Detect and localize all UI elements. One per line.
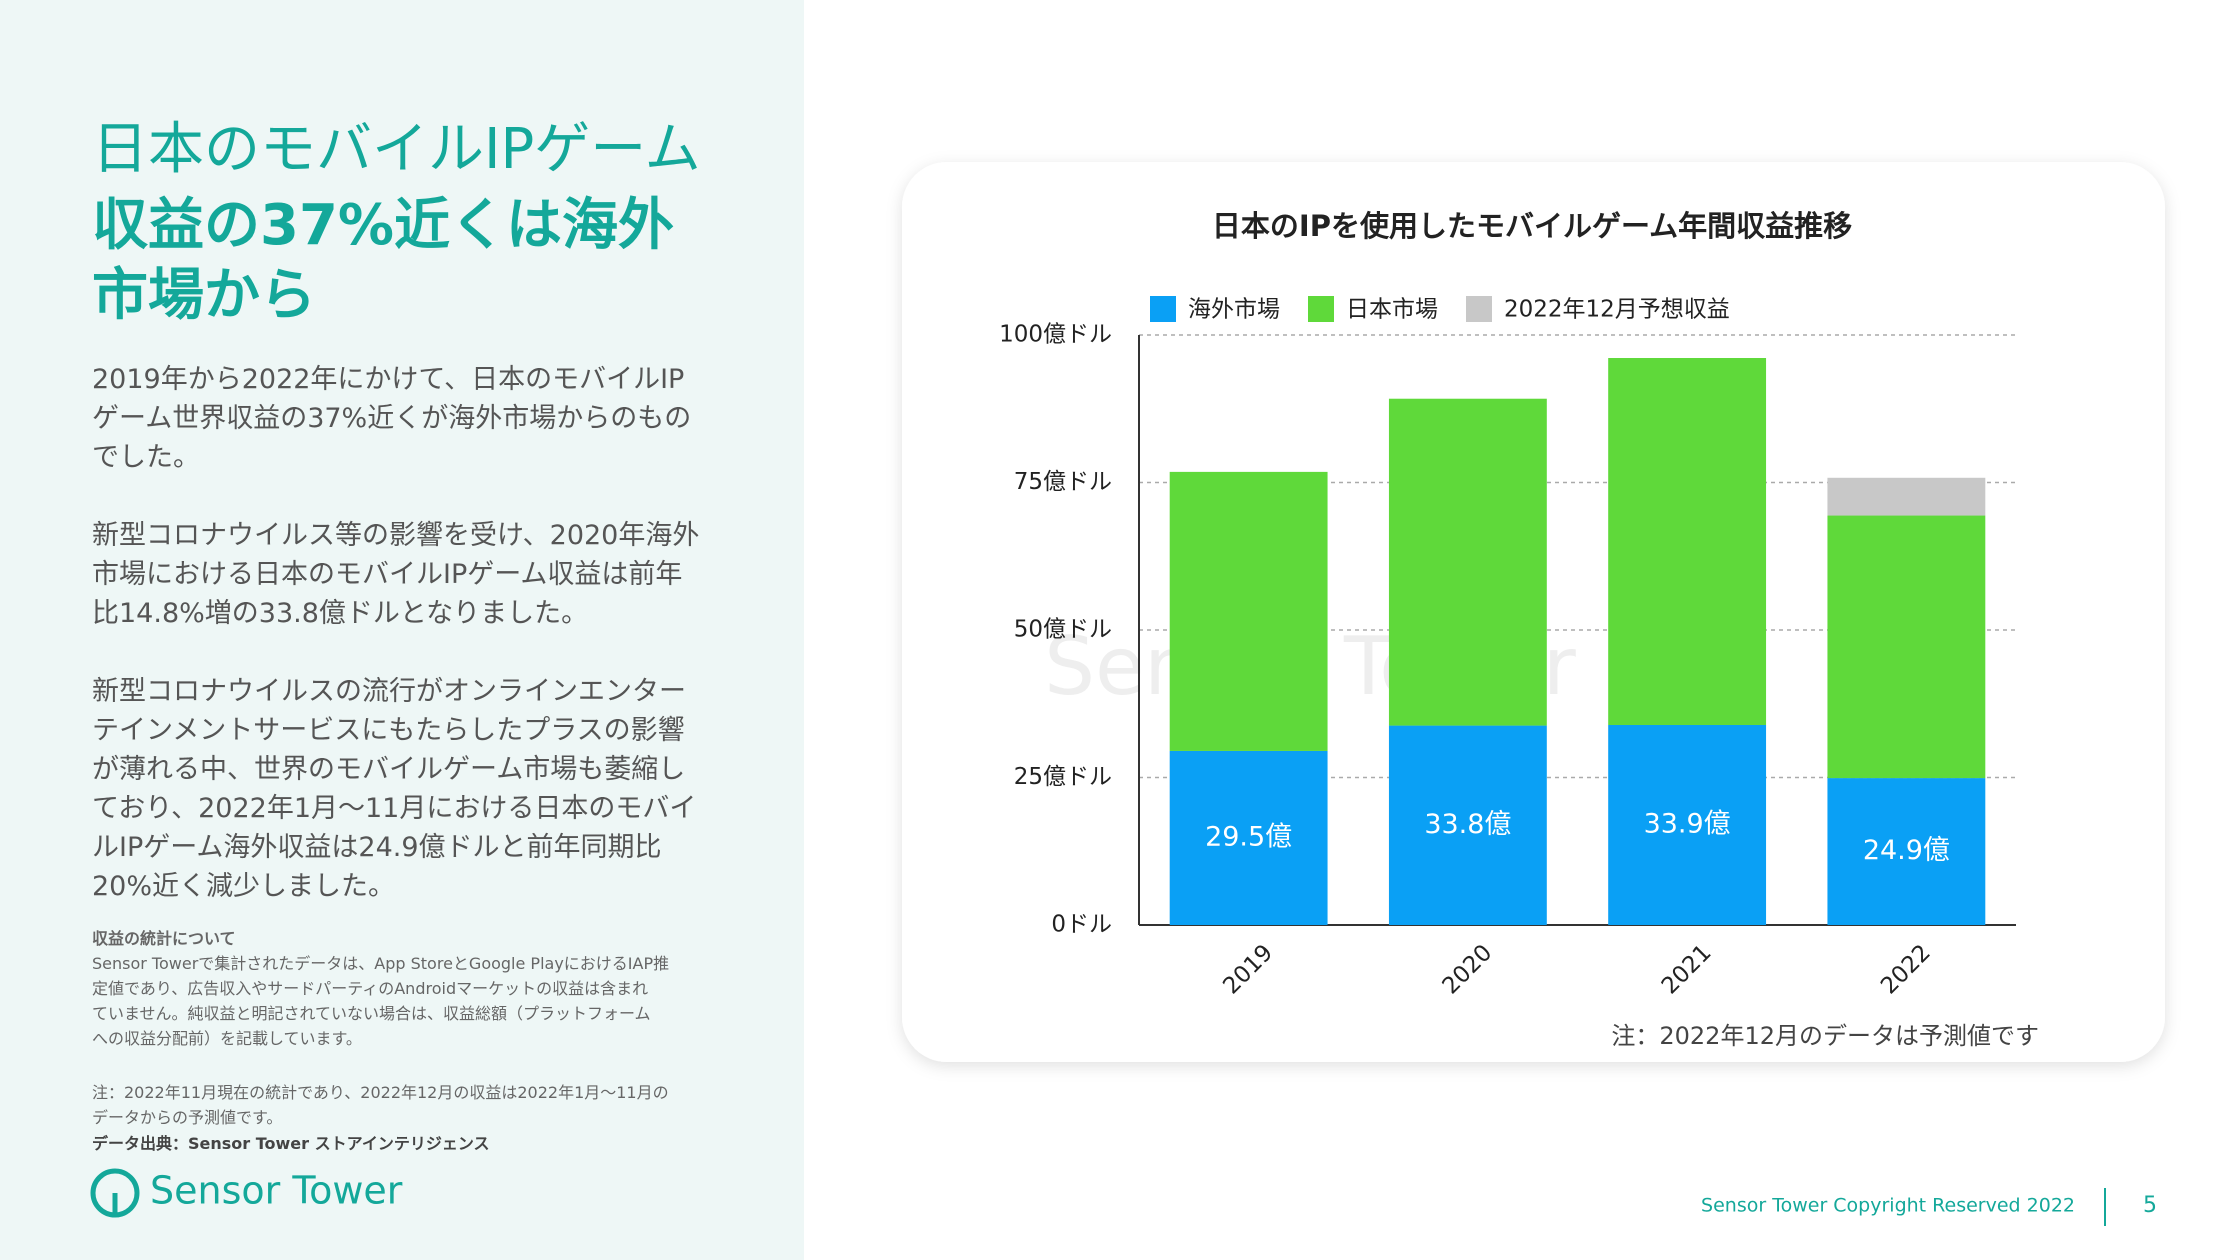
- value-label: 33.9億: [1644, 808, 1731, 839]
- bar-segment: [1608, 358, 1767, 725]
- bar-segment: [1827, 477, 1986, 516]
- paragraph-line: ゲーム世界収益の37%近くが海外市場からのもの: [92, 403, 692, 434]
- paragraph-line: 新型コロナウイルスの流行がオンラインエンター: [92, 676, 686, 707]
- bar-segment: [1827, 778, 1986, 925]
- paragraph-line: ており、2022年1月〜11月における日本のモバイ: [92, 793, 697, 824]
- notes-line: ていません。純収益と明記されていない場合は、収益総額（プラットフォーム: [92, 1004, 651, 1023]
- bar-segment: [1169, 471, 1328, 751]
- note-line: データからの予測値です。: [92, 1108, 283, 1127]
- left-panel: 日本のモバイルIPゲーム 収益の37%近くは海外 市場から 2019年から202…: [0, 0, 804, 1260]
- y-tick-label: 100億ドル: [999, 322, 1112, 348]
- legend-swatch: [1150, 296, 1176, 322]
- paragraph-line: ルIPゲーム海外収益は24.9億ドルと前年同期比: [92, 832, 662, 863]
- notes-line: Sensor Towerで集計されたデータは、App StoreとGoogle …: [92, 954, 670, 973]
- bar-segment: [1388, 725, 1547, 925]
- bar-segment: [1608, 724, 1767, 925]
- value-label: 33.8億: [1424, 809, 1511, 840]
- paragraph-line: でした。: [92, 442, 200, 473]
- notes-line: 定値であり、広告収入やサードパーティのAndroidマーケットの収益は含まれ: [92, 979, 649, 998]
- bar-segment: [1388, 398, 1547, 726]
- copyright: Sensor Tower Copyright Reserved 2022: [1701, 1195, 2075, 1217]
- chart-note: 注：2022年12月のデータは予測値です: [1611, 1022, 2039, 1050]
- legend-swatch: [1308, 296, 1334, 322]
- legend-label: 海外市場: [1188, 297, 1280, 323]
- notes-line: への収益分配前）を記載しています。: [92, 1029, 362, 1048]
- paragraph-line: 市場における日本のモバイルIPゲーム収益は前年: [92, 559, 683, 590]
- source: データ出典：Sensor Tower ストアインテリジェンス: [92, 1134, 490, 1153]
- y-tick-label: 75億ドル: [1014, 469, 1112, 495]
- paragraph-line: テインメントサービスにもたらしたプラスの影響: [92, 715, 685, 746]
- y-tick-label: 0ドル: [1051, 912, 1112, 938]
- legend-label: 日本市場: [1346, 297, 1438, 323]
- bar-segment: [1169, 750, 1328, 925]
- legend-label: 2022年12月予想収益: [1504, 297, 1730, 323]
- logo-text: Sensor Tower: [150, 1169, 403, 1213]
- notes-heading: 収益の統計について: [92, 929, 236, 948]
- bar-segment: [1827, 515, 1986, 779]
- y-tick-label: 25億ドル: [1014, 764, 1112, 790]
- title-line: 日本のモバイルIPゲーム: [92, 117, 701, 182]
- paragraph-line: 20%近く減少しました。: [92, 871, 396, 902]
- title-line: 収益の37%近くは海外: [92, 193, 675, 258]
- title-line: 市場から: [92, 263, 316, 328]
- page-number: 5: [2143, 1193, 2157, 1218]
- value-label: 24.9億: [1863, 835, 1950, 866]
- paragraph-line: 新型コロナウイルス等の影響を受け、2020年海外: [92, 520, 700, 551]
- chart-title: 日本のIPを使用したモバイルゲーム年間収益推移: [1212, 209, 1852, 243]
- logo: Sensor Tower: [90, 1168, 403, 1218]
- paragraph-line: が薄れる中、世界のモバイルゲーム市場も萎縮し: [92, 754, 686, 785]
- note-line: 注：2022年11月現在の統計であり、2022年12月の収益は2022年1月〜1…: [92, 1083, 669, 1102]
- value-label: 29.5億: [1205, 821, 1292, 852]
- paragraph-line: 比14.8%増の33.8億ドルとなりました。: [92, 598, 589, 629]
- y-tick-label: 50億ドル: [1014, 617, 1112, 643]
- paragraph-line: 2019年から2022年にかけて、日本のモバイルIP: [92, 364, 685, 395]
- legend-swatch: [1466, 296, 1492, 322]
